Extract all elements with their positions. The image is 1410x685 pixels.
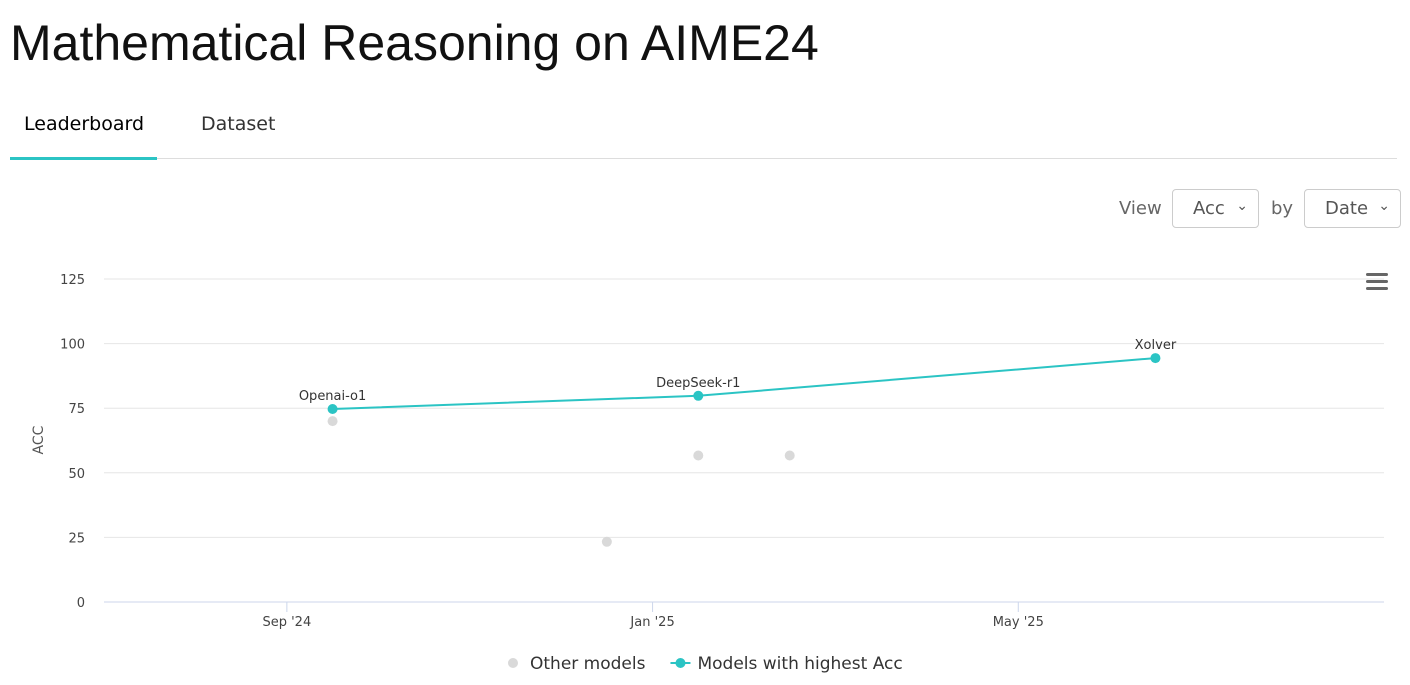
- chevron: ⌄: [1236, 198, 1248, 214]
- point-label: DeepSeek-r1: [656, 376, 740, 391]
- y-tick-label: 50: [68, 467, 85, 482]
- point: [327, 416, 338, 427]
- legend-label[interactable]: Other models: [530, 654, 646, 674]
- legend-marker: [508, 658, 518, 668]
- select-value: Date: [1325, 198, 1369, 219]
- tab[interactable]: Leaderboard: [24, 113, 145, 135]
- point-label: Openai-o1: [299, 389, 366, 404]
- point: [784, 450, 795, 461]
- chevron: ⌄: [1378, 198, 1390, 214]
- metric-select[interactable]: Acc ⌄: [1172, 189, 1259, 228]
- point: [693, 390, 704, 401]
- tab-indicator: [10, 157, 157, 160]
- x-tick-label: May '25: [993, 615, 1044, 630]
- x-tick-label: Sep '24: [262, 615, 311, 630]
- legend-marker: [675, 658, 686, 668]
- point: [601, 536, 612, 547]
- menu-bar: [1366, 280, 1388, 283]
- menu-bar: [1366, 287, 1388, 290]
- point-label: Xolver: [1135, 338, 1177, 353]
- tab-divider: [10, 158, 1397, 159]
- y-tick-label: 125: [60, 273, 85, 288]
- point: [1150, 353, 1161, 364]
- view-label: View: [1119, 198, 1162, 219]
- x-tick-label: Jan '25: [629, 615, 674, 630]
- menu-icon[interactable]: [1366, 273, 1388, 290]
- y-tick-label: 25: [68, 531, 85, 546]
- y-axis-title: ACC: [31, 425, 47, 454]
- menu-bar: [1366, 273, 1388, 276]
- legend-label[interactable]: Models with highest Acc: [697, 654, 902, 674]
- line: [332, 357, 1156, 410]
- sort-select[interactable]: Date ⌄: [1304, 189, 1401, 228]
- tab[interactable]: Dataset: [201, 113, 276, 135]
- y-tick-label: 75: [68, 402, 85, 417]
- point: [327, 403, 338, 414]
- select-value: Acc: [1193, 198, 1225, 219]
- page-title: Mathematical Reasoning on AIME24: [10, 15, 819, 71]
- y-tick-label: 100: [60, 338, 85, 353]
- by-label: by: [1271, 198, 1294, 219]
- point: [693, 450, 704, 461]
- y-tick-label: 0: [77, 596, 85, 611]
